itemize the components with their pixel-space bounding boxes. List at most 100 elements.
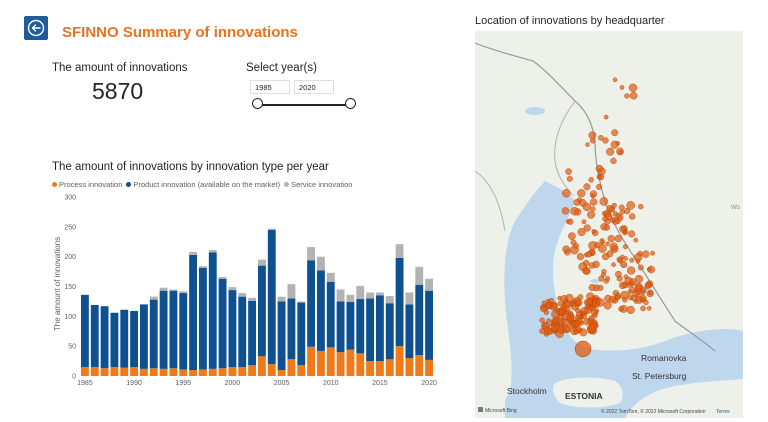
- bar-process-1999[interactable]: [218, 368, 227, 376]
- map-marker[interactable]: [583, 183, 591, 191]
- map-marker[interactable]: [543, 327, 552, 336]
- bar-process-2011[interactable]: [336, 352, 345, 376]
- map-marker[interactable]: [606, 250, 614, 258]
- map-marker[interactable]: [611, 262, 616, 267]
- map-marker[interactable]: [629, 278, 637, 286]
- bar-process-2004[interactable]: [267, 364, 276, 376]
- map-marker[interactable]: [611, 129, 619, 137]
- map-marker[interactable]: [582, 202, 592, 212]
- map-marker[interactable]: [603, 114, 609, 120]
- bar-service-1997[interactable]: [198, 266, 207, 268]
- map-marker[interactable]: [617, 257, 624, 264]
- bar-product-1988[interactable]: [110, 312, 119, 368]
- map-marker[interactable]: [565, 168, 572, 175]
- bar-service-1993[interactable]: [159, 287, 168, 291]
- bar-product-2013[interactable]: [356, 299, 365, 354]
- bar-process-1998[interactable]: [208, 368, 217, 376]
- map-marker[interactable]: [588, 131, 597, 140]
- map-marker[interactable]: [587, 323, 596, 333]
- map-marker[interactable]: [603, 224, 611, 231]
- bar-process-1997[interactable]: [198, 369, 207, 376]
- map-marker[interactable]: [629, 91, 638, 100]
- map-marker[interactable]: [589, 198, 598, 206]
- legend-item-product[interactable]: Product innovation (available on the mar…: [126, 180, 280, 189]
- bar-service-1994[interactable]: [169, 289, 178, 291]
- bar-product-2020[interactable]: [425, 290, 434, 360]
- bar-process-2020[interactable]: [425, 359, 434, 376]
- map-marker[interactable]: [628, 83, 638, 92]
- map-marker[interactable]: [634, 274, 643, 283]
- bar-product-2016[interactable]: [385, 303, 394, 360]
- map-marker[interactable]: [600, 272, 606, 278]
- map-marker[interactable]: [596, 298, 605, 307]
- map-marker[interactable]: [595, 164, 604, 173]
- map-marker[interactable]: [615, 218, 621, 224]
- map-marker[interactable]: [603, 301, 612, 310]
- map-marker[interactable]: [611, 202, 617, 208]
- bar-process-1990[interactable]: [130, 367, 139, 376]
- bar-service-2008[interactable]: [307, 247, 316, 261]
- bar-process-2006[interactable]: [287, 359, 296, 376]
- map-marker[interactable]: [598, 135, 604, 141]
- map-marker[interactable]: [579, 328, 588, 337]
- map-marker[interactable]: [549, 302, 558, 311]
- map-marker[interactable]: [592, 312, 598, 319]
- bar-product-1986[interactable]: [90, 305, 99, 368]
- bar-process-1988[interactable]: [110, 367, 119, 376]
- map-marker[interactable]: [607, 235, 615, 243]
- bar-service-2016[interactable]: [385, 296, 394, 304]
- bar-service-2001[interactable]: [238, 293, 247, 297]
- map-marker[interactable]: [642, 250, 650, 258]
- bar-product-2015[interactable]: [375, 295, 384, 362]
- map-marker[interactable]: [628, 213, 636, 220]
- map-marker[interactable]: [562, 245, 570, 253]
- bar-process-2012[interactable]: [346, 349, 355, 376]
- bar-product-2017[interactable]: [395, 257, 404, 347]
- map-marker[interactable]: [618, 204, 625, 211]
- map-marker[interactable]: [622, 244, 628, 250]
- map-marker[interactable]: [594, 308, 600, 314]
- bar-service-2005[interactable]: [277, 296, 286, 302]
- bar-product-2008[interactable]: [307, 260, 316, 347]
- map-marker[interactable]: [592, 320, 598, 326]
- bar-service-2011[interactable]: [336, 289, 345, 302]
- bar-product-2002[interactable]: [248, 300, 257, 366]
- map-marker[interactable]: [596, 183, 603, 190]
- bar-service-2009[interactable]: [316, 256, 325, 271]
- map-marker[interactable]: [647, 265, 655, 274]
- bar-process-1995[interactable]: [179, 369, 188, 376]
- map-marker[interactable]: [637, 264, 644, 271]
- map-marker[interactable]: [588, 177, 594, 183]
- bar-process-1985[interactable]: [80, 367, 89, 376]
- bar-process-2003[interactable]: [257, 356, 266, 376]
- bar-service-2012[interactable]: [346, 294, 355, 303]
- map-marker[interactable]: [568, 232, 576, 240]
- bar-service-1992[interactable]: [149, 296, 158, 300]
- map-marker[interactable]: [618, 306, 624, 312]
- bar-product-1994[interactable]: [169, 290, 178, 369]
- bar-service-2013[interactable]: [356, 285, 365, 300]
- map-marker[interactable]: [539, 317, 545, 323]
- bar-product-2004[interactable]: [267, 229, 276, 365]
- map-marker[interactable]: [589, 138, 596, 144]
- map-marker[interactable]: [624, 207, 631, 215]
- map-marker[interactable]: [599, 197, 609, 206]
- bar-service-2000[interactable]: [228, 287, 237, 291]
- map-marker[interactable]: [610, 140, 619, 149]
- bar-service-1999[interactable]: [218, 276, 227, 279]
- map-marker[interactable]: [594, 241, 601, 249]
- bar-product-2000[interactable]: [228, 290, 237, 368]
- bar-process-1989[interactable]: [120, 367, 129, 376]
- bar-service-2006[interactable]: [287, 284, 296, 299]
- map-marker[interactable]: [583, 224, 591, 232]
- bar-product-1989[interactable]: [120, 309, 129, 368]
- map-marker[interactable]: [626, 305, 635, 315]
- bar-service-2015[interactable]: [375, 292, 384, 296]
- bar-product-1995[interactable]: [179, 293, 188, 370]
- map-marker[interactable]: [616, 275, 623, 282]
- back-button[interactable]: [24, 16, 48, 40]
- map-marker[interactable]: [618, 149, 624, 155]
- map-marker[interactable]: [644, 281, 652, 289]
- year-slider-track[interactable]: [257, 104, 351, 106]
- bar-service-2002[interactable]: [248, 297, 257, 301]
